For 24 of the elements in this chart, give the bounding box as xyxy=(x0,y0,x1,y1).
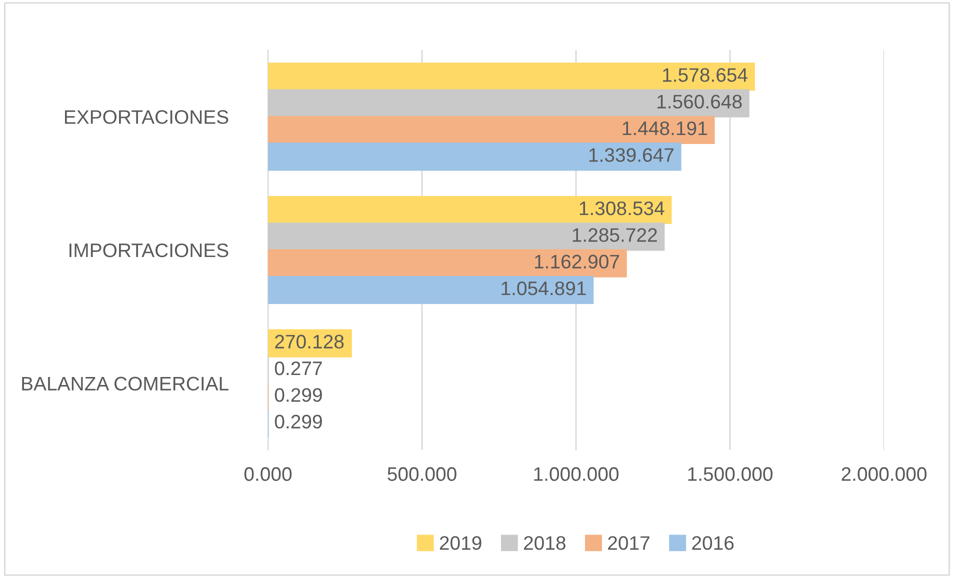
data-label: 0.299 xyxy=(274,414,322,429)
data-label: 0.277 xyxy=(274,361,322,376)
x-tick-label: 1.000.000 xyxy=(534,467,618,481)
data-label: 1.448.191 xyxy=(622,121,707,136)
data-label: 1.285.722 xyxy=(572,228,657,242)
x-tick-label: 2.000.000 xyxy=(842,467,926,481)
y-tick-label: BALANZA COMERCIAL xyxy=(22,376,228,391)
data-label: 0.299 xyxy=(274,388,322,402)
y-tick-label: EXPORTACIONES xyxy=(65,110,228,124)
y-tick-label: IMPORTACIONES xyxy=(70,243,228,258)
data-label: 270.128 xyxy=(275,334,344,349)
legend-label: 2016 xyxy=(692,536,734,550)
legend-label: 2019 xyxy=(440,536,482,550)
legend-label: 2017 xyxy=(608,536,650,550)
data-label: 1.054.891 xyxy=(502,281,586,296)
data-label: 1.162.907 xyxy=(535,254,620,269)
data-label: 1.339.647 xyxy=(589,148,674,162)
legend-label: 2018 xyxy=(524,536,566,550)
data-label: 1.560.648 xyxy=(658,94,742,109)
data-label: 1.578.654 xyxy=(663,68,748,82)
x-tick-label: 500.000 xyxy=(388,467,456,481)
x-tick-label: 0.000 xyxy=(244,467,292,481)
data-label: 1.308.534 xyxy=(580,201,664,216)
x-tick-label: 1.500.000 xyxy=(688,467,772,481)
